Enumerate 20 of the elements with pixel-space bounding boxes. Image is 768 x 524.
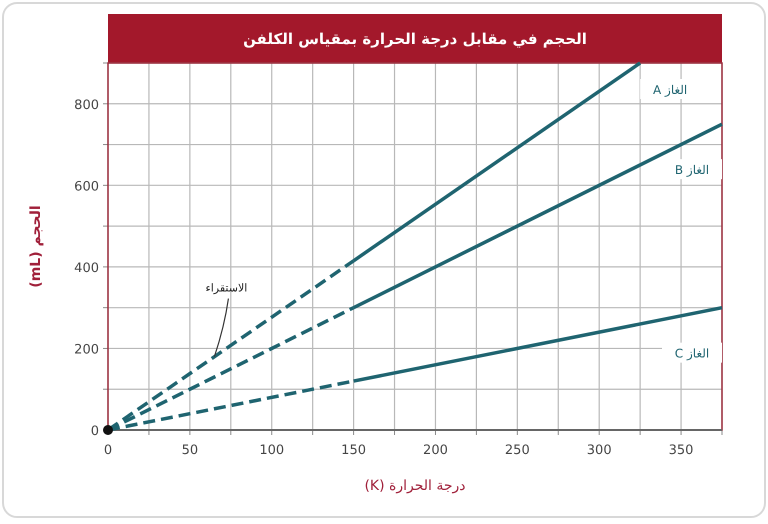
y-tick-label: 800 — [74, 98, 99, 113]
y-tick-label: 400 — [74, 260, 99, 276]
series-label: الغاز B — [674, 163, 710, 178]
y-axis-title: الحجم (mL) — [28, 205, 44, 288]
x-tick-label: 300 — [586, 443, 612, 458]
x-tick-label: 350 — [668, 443, 694, 458]
text: الغاز C — [674, 346, 710, 361]
x-tick-label: 0 — [104, 443, 112, 458]
x-axis-title: درجة الحرارة (K) — [364, 478, 466, 494]
chart-title: الحجم في مقابل درجة الحرارة بمقياس الكلفن — [243, 30, 587, 48]
x-tick-label: 200 — [423, 443, 448, 458]
annotation: الاستقراء — [206, 282, 248, 295]
x-tick-label: 50 — [182, 443, 198, 458]
x-tick-label: 150 — [341, 443, 366, 458]
y-tick-label: 0 — [90, 424, 99, 439]
x-tick-label: 250 — [504, 443, 530, 458]
y-tick-label: 600 — [74, 179, 99, 194]
x-tick-label: 100 — [259, 443, 284, 458]
y-tick-label: 200 — [74, 342, 99, 358]
series-label: الغاز A — [653, 83, 688, 97]
